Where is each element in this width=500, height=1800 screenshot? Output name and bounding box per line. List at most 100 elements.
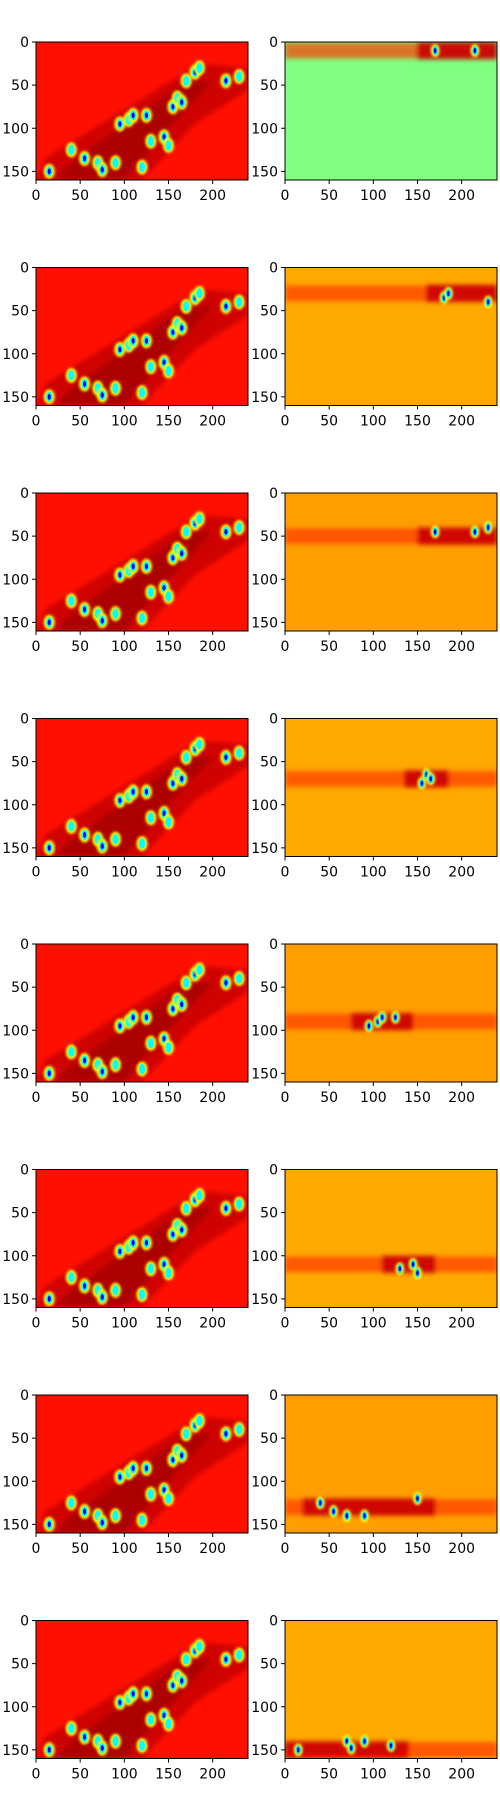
heatmap-image xyxy=(285,1169,497,1308)
blob-mark xyxy=(140,333,152,349)
blob-layer xyxy=(43,60,245,179)
blob-mark xyxy=(65,142,77,158)
y-tick-label: 50 xyxy=(11,304,29,320)
x-tick-label: 200 xyxy=(199,1090,226,1106)
blob-mark xyxy=(114,1469,126,1485)
y-tick-label: 0 xyxy=(20,261,29,277)
x-tick-label: 50 xyxy=(71,1316,89,1332)
blob-layer xyxy=(43,1413,245,1532)
blob-mark xyxy=(413,1492,422,1505)
blob-mark xyxy=(43,614,55,630)
x-tick-label: 100 xyxy=(360,1541,387,1557)
y-tick-label: 50 xyxy=(11,78,29,94)
y-tick-label: 0 xyxy=(269,1388,278,1404)
blob-mark xyxy=(96,1064,108,1080)
blob-mark xyxy=(114,567,126,583)
x-tick-label: 0 xyxy=(32,414,41,430)
x-tick-label: 100 xyxy=(111,639,138,655)
blob-mark xyxy=(43,389,55,405)
blob-mark xyxy=(140,1235,152,1251)
blob-mark xyxy=(470,525,480,539)
blob-mark xyxy=(79,827,91,843)
axes-frame xyxy=(35,492,249,632)
blob-mark xyxy=(140,107,152,123)
blob-mark xyxy=(96,838,108,854)
blob-mark xyxy=(220,1426,232,1442)
blob-mark xyxy=(65,593,77,609)
x-tick-label: 50 xyxy=(320,188,338,204)
blob-mark xyxy=(180,524,192,540)
x-tick-label: 200 xyxy=(199,639,226,655)
blob-mark xyxy=(176,1447,188,1463)
x-tick-label: 100 xyxy=(111,1541,138,1557)
y-tick-label: 150 xyxy=(2,390,29,406)
blob-mark xyxy=(145,1712,157,1728)
y-tick-label: 100 xyxy=(2,1023,29,1039)
y-tick-label: 0 xyxy=(269,35,278,51)
y-tick-label: 50 xyxy=(11,1206,29,1222)
y-tick-label: 150 xyxy=(251,841,278,857)
y-tick-label: 50 xyxy=(260,78,278,94)
x-tick-label: 150 xyxy=(155,1767,182,1783)
axes-frame xyxy=(35,718,249,857)
blob-mark xyxy=(140,1686,152,1702)
blob-mark xyxy=(329,1504,339,1518)
blob-mark xyxy=(96,1289,108,1305)
blob-mark xyxy=(193,1413,205,1429)
blob-mark xyxy=(395,1262,405,1276)
heatmap-panel-0-1: 0 50 100 150 200 0 50 100 150 xyxy=(251,35,498,204)
x-tick-label: 0 xyxy=(281,1316,290,1332)
blob-layer xyxy=(43,962,245,1081)
y-tick-label: 100 xyxy=(2,1700,29,1716)
heatmap-image xyxy=(285,267,497,406)
heatmap-image xyxy=(36,944,248,1082)
horizontal-band xyxy=(285,284,497,302)
blob-mark xyxy=(110,606,121,622)
axes-frame xyxy=(35,943,249,1083)
blob-mark xyxy=(390,1010,400,1024)
blob-mark xyxy=(114,1243,126,1259)
heatmap-panel-1-0: 0 50 100 150 200 0 50 100 150 xyxy=(2,261,249,430)
x-tick-label: 0 xyxy=(32,1767,41,1783)
x-tick-label: 200 xyxy=(199,414,226,430)
x-tick-label: 100 xyxy=(111,414,138,430)
x-tick-label: 100 xyxy=(111,1090,138,1106)
blob-layer xyxy=(395,1257,422,1280)
x-tick-label: 150 xyxy=(155,1316,182,1332)
blob-mark xyxy=(127,107,139,123)
x-tick-label: 200 xyxy=(448,1316,475,1332)
blob-mark xyxy=(110,831,121,847)
heatmap-background xyxy=(285,42,497,180)
blob-mark xyxy=(360,1509,369,1523)
x-tick-label: 0 xyxy=(32,1541,41,1557)
y-tick-label: 100 xyxy=(251,121,278,137)
blob-mark xyxy=(233,294,245,310)
y-tick-label: 150 xyxy=(2,841,29,857)
blob-mark xyxy=(443,286,453,300)
blob-mark xyxy=(233,69,245,84)
blob-mark xyxy=(110,380,121,396)
y-tick-label: 100 xyxy=(251,347,278,363)
heatmap-panel-1-1: 0 50 100 150 200 0 50 100 150 xyxy=(251,261,498,430)
heatmap-background xyxy=(285,493,497,631)
blob-mark xyxy=(136,1512,148,1528)
y-tick-label: 100 xyxy=(251,572,278,588)
heatmap-panel-4-1: 0 50 100 150 200 0 50 100 150 xyxy=(251,937,498,1106)
blob-mark xyxy=(293,1743,303,1757)
heatmap-image xyxy=(36,1395,248,1533)
blob-mark xyxy=(140,558,152,574)
y-tick-label: 150 xyxy=(2,615,29,631)
y-tick-label: 0 xyxy=(269,261,278,277)
blob-mark xyxy=(136,1287,148,1303)
blob-mark xyxy=(127,784,139,800)
x-tick-label: 150 xyxy=(404,414,431,430)
blob-mark xyxy=(163,363,174,379)
blob-mark xyxy=(96,1515,108,1531)
blob-mark xyxy=(342,1509,352,1523)
horizontal-band xyxy=(285,1255,497,1273)
y-tick-label: 50 xyxy=(11,529,29,545)
blob-mark xyxy=(233,1196,245,1212)
y-tick-label: 0 xyxy=(20,486,29,502)
blob-layer xyxy=(43,511,245,630)
y-tick-label: 0 xyxy=(20,1388,29,1404)
